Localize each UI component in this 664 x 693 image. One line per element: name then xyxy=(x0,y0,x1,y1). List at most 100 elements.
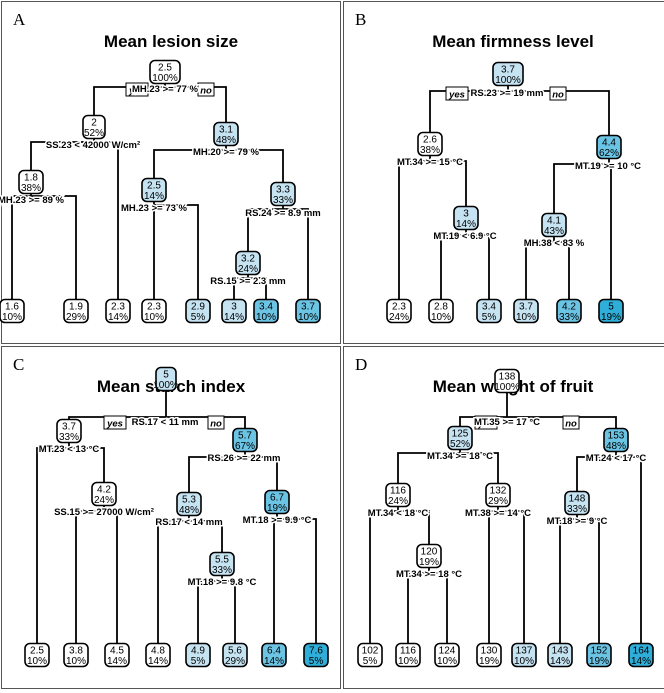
node-value: 4.2 xyxy=(562,302,576,313)
node-value: 6.7 xyxy=(270,493,284,504)
node-percent: 19% xyxy=(589,656,609,667)
leaf-node: 4.814% xyxy=(145,642,171,668)
node-percent: 19% xyxy=(419,557,439,568)
edge-branch xyxy=(11,195,77,300)
edge-branch xyxy=(459,416,617,429)
panel-border xyxy=(1,346,341,689)
node-percent: 10% xyxy=(398,656,418,667)
node-value: 130 xyxy=(481,646,498,657)
yes-label: yes xyxy=(445,86,469,101)
node-value: 153 xyxy=(608,431,625,442)
edge-branch xyxy=(407,572,448,644)
tree-node: 5.767% xyxy=(232,427,258,453)
panel-title: Mean firmness level xyxy=(432,32,594,51)
node-value: 125 xyxy=(452,429,469,440)
edge-branch xyxy=(36,447,105,644)
leaf-node: 7.65% xyxy=(303,642,329,668)
panel-letter: D xyxy=(355,355,367,374)
edge-branch xyxy=(188,456,278,493)
node-percent: 10% xyxy=(514,656,534,667)
node-percent: 10% xyxy=(66,656,86,667)
node-percent: 52% xyxy=(84,128,104,139)
edge-branch xyxy=(397,452,499,484)
node-percent: 29% xyxy=(66,312,86,323)
node-percent: 10% xyxy=(431,312,451,323)
node-percent: 24% xyxy=(388,496,408,507)
no-label: no xyxy=(197,82,215,97)
node-value: 2.5 xyxy=(158,63,172,74)
tree-node: 314% xyxy=(453,205,479,231)
split-rule: MH.23 >= 73 % xyxy=(121,203,188,214)
node-percent: 10% xyxy=(256,312,276,323)
node-value: 3.4 xyxy=(482,302,496,313)
node-value: 2 xyxy=(91,118,97,129)
edge-branch xyxy=(369,510,430,644)
node-percent: 10% xyxy=(516,312,536,323)
node-percent: 14% xyxy=(144,191,164,202)
tree-node: 4.462% xyxy=(596,134,622,160)
node-percent: 14% xyxy=(631,656,651,667)
split-rule: RS.17 < 14 mm xyxy=(155,517,222,528)
edge-branch xyxy=(429,90,610,136)
leaf-node: 1.610% xyxy=(0,298,25,324)
leaf-node: 3.410% xyxy=(253,298,279,324)
node-value: 4.4 xyxy=(602,138,616,149)
node-percent: 5% xyxy=(482,312,497,323)
edge-branch xyxy=(197,580,236,644)
split-rule: MH.20 >= 79 % xyxy=(193,147,260,158)
tree-node: 3.148% xyxy=(213,121,239,147)
node-value: 143 xyxy=(552,646,569,657)
node-percent: 52% xyxy=(450,439,470,450)
yes-label: yes xyxy=(474,415,498,430)
leaf-node: 314% xyxy=(221,298,247,324)
node-percent: 14% xyxy=(456,219,476,230)
leaf-node: 4.514% xyxy=(104,642,130,668)
node-value: 124 xyxy=(439,646,456,657)
node-value: 3.7 xyxy=(501,65,515,76)
panel-letter: B xyxy=(355,10,366,29)
node-value: 2.8 xyxy=(434,302,448,313)
node-value: 116 xyxy=(400,646,416,657)
svg-text:no: no xyxy=(200,86,212,97)
node-value: 3.4 xyxy=(259,302,273,313)
node-percent: 48% xyxy=(216,135,236,146)
node-value: 2.6 xyxy=(423,135,437,146)
split-rule: MT.18 >= 9.9 °C xyxy=(243,515,312,526)
split-rule: MT.19 < 6.9 °C xyxy=(433,231,496,242)
tree-node: 4.143% xyxy=(541,212,567,238)
node-percent: 24% xyxy=(389,312,409,323)
leaf-node: 3.810% xyxy=(63,642,89,668)
svg-text:yes: yes xyxy=(106,419,123,430)
node-value: 164 xyxy=(633,646,650,657)
leaf-node: 5.629% xyxy=(222,642,248,668)
split-rule: MH.23 >= 77 % xyxy=(132,84,199,95)
node-value: 3 xyxy=(463,209,469,220)
node-percent: 33% xyxy=(273,195,293,206)
node-value: 2.3 xyxy=(111,302,125,313)
node-percent: 48% xyxy=(179,505,199,516)
node-value: 2.9 xyxy=(191,302,205,313)
node-value: 148 xyxy=(569,494,586,505)
node-value: 3.2 xyxy=(241,254,255,265)
tree-edges xyxy=(11,83,309,300)
node-value: 137 xyxy=(516,646,533,657)
tree-node: 6.719% xyxy=(264,489,290,515)
node-percent: 19% xyxy=(601,312,621,323)
node-percent: 10% xyxy=(437,656,457,667)
split-rule: MT.38 >= 14 °C xyxy=(465,508,531,519)
edge-branch xyxy=(247,208,309,300)
panel-title: Mean lesion size xyxy=(104,32,238,51)
node-percent: 5% xyxy=(191,312,206,323)
node-percent: 67% xyxy=(235,441,255,452)
edge-branch xyxy=(93,86,227,123)
